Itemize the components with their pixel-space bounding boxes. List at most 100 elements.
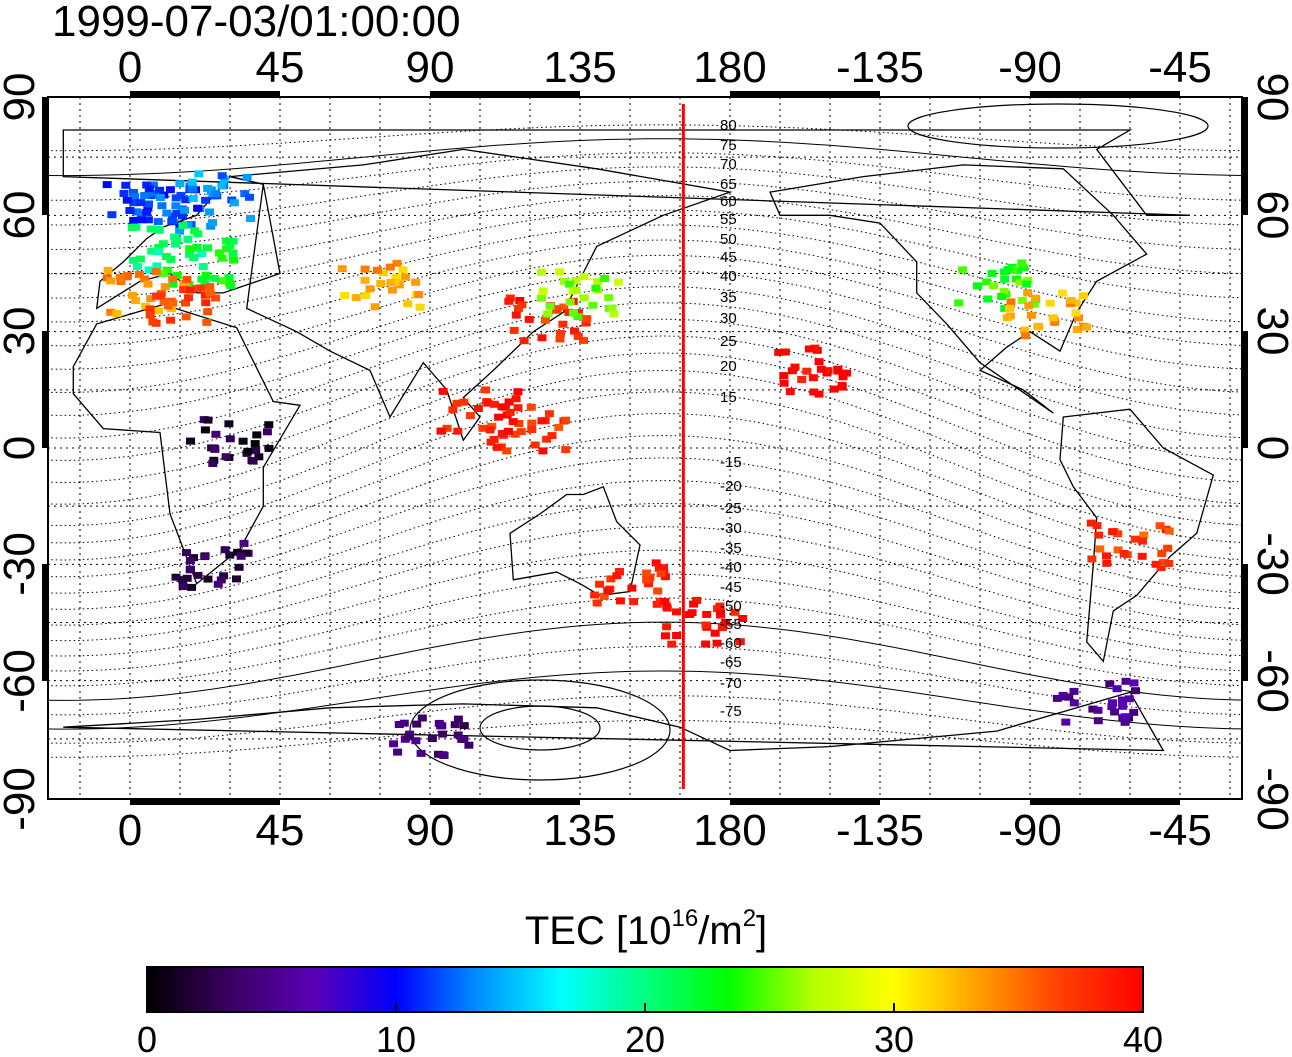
tec-cell [802,367,812,375]
tec-cell [337,265,347,273]
tec-cell [1015,278,1025,286]
tec-cell [1164,560,1174,567]
tec-cell [188,195,198,202]
colorbar-tick-label: 30 [874,1019,914,1057]
tec-cell [1107,703,1117,711]
tec-cell [168,275,178,283]
tec-cell [1139,531,1149,539]
tec-cell [1023,289,1033,297]
tec-cell [198,263,208,271]
tec-cell [180,281,190,288]
tec-cell [730,608,740,616]
tec-cell [1137,552,1147,560]
tec-cell [370,303,380,311]
tec-cell [201,271,211,279]
tec-cell [217,277,226,285]
tec-cell [607,304,617,312]
tec-cell [524,315,534,323]
contour-line [48,138,1242,177]
tec-cell [814,390,824,398]
tec-cell [609,310,619,318]
tec-cell [569,309,578,317]
tec-cell [168,280,178,288]
contour-line [48,549,1242,657]
tec-cell [615,597,625,605]
tec-cell [779,379,789,387]
contour-label: -45 [720,579,742,596]
tec-cell [192,243,202,251]
tec-cell [175,180,185,188]
tec-cell [701,621,711,629]
tec-cell [612,572,622,580]
tec-cell [579,273,589,281]
contour-label: -35 [720,540,742,557]
tec-cell [116,278,126,285]
tec-cell [360,265,370,273]
tec-cell [464,741,474,749]
tec-cell [133,263,142,270]
tec-cell [1120,718,1130,726]
tec-cell [229,256,239,264]
tec-cell [672,608,681,616]
tec-cell [219,572,229,580]
tec-cell [361,291,371,299]
tec-cell [148,318,158,326]
tec-cell [158,240,168,248]
tec-cell [502,447,512,455]
tec-cell [983,295,993,303]
tec-cell [717,624,727,632]
colorbar-title: TEC [1016/m2] [0,906,1292,956]
tec-cell [459,722,469,730]
tec-cell [561,446,571,454]
tec-cell [206,222,216,230]
tec-cell [604,294,614,302]
tec-cell [1156,564,1166,571]
tec-cell [543,310,553,318]
tec-cell [570,327,579,335]
tec-cell [242,173,252,181]
bottom-lon-tick-label: 180 [693,806,766,855]
contour-line [48,670,1242,730]
tec-cell [152,262,162,270]
tec-cell [571,277,581,285]
contour-line [48,270,1242,394]
contour-ellipse-south [479,705,601,751]
tec-cell [403,300,413,308]
tec-cell [437,722,447,730]
tec-cell [1129,679,1139,687]
tec-cell [478,424,488,432]
tec-cell [213,580,223,588]
tec-cell [837,383,847,391]
left-lat-tick-label: -60 [0,649,44,713]
tec-cell [1052,694,1062,702]
contour-label: -50 [720,598,742,615]
contour-label: -25 [720,500,742,517]
tec-cell [685,611,694,618]
tec-cell [808,374,818,382]
tec-cell [465,412,475,420]
tec-cell [1066,297,1076,305]
tec-cell [262,428,272,436]
tec-cell [251,446,261,454]
tec-cell [438,730,448,738]
tec-cell [459,398,469,406]
tec-cell [393,748,403,756]
contour-label: 30 [720,310,737,327]
tec-cell [581,319,591,327]
tec-cell [115,273,125,281]
bottom-lon-tick-label: 90 [406,806,455,855]
bottom-lon-tick-label: -135 [836,806,924,855]
contour-line [48,412,1242,561]
tec-cell [438,387,448,395]
bottom-lon-tick-label: 45 [256,806,305,855]
tec-cell [145,311,155,319]
tec-cell [505,408,515,416]
tec-cell [774,348,784,356]
tec-cell [545,302,555,310]
tec-cell [121,181,131,189]
tec-cell [829,385,839,393]
tec-cell [1071,299,1081,307]
tec-cell [188,185,198,193]
tec-cell [1164,527,1174,535]
